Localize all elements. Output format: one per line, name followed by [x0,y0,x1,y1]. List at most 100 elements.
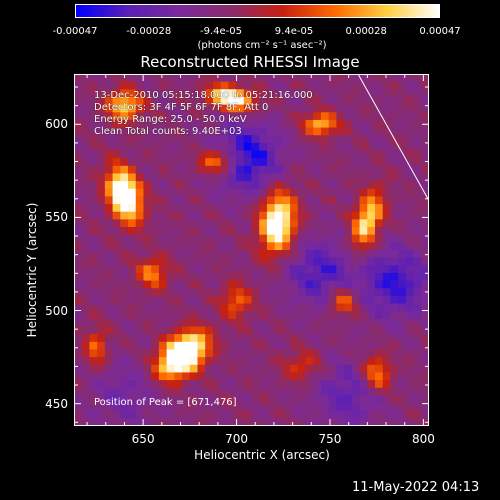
heatmap-cell [421,318,429,328]
heatmap-cell [266,288,276,297]
heatmap-cell [328,418,337,426]
heatmap-cell [382,349,392,358]
heatmap-cell [189,250,199,259]
heatmap-cell [220,81,229,90]
heatmap-cell [205,119,214,129]
heatmap-cell [266,364,276,374]
heatmap-cell [251,104,260,113]
heatmap-cell [151,227,160,236]
heatmap-cell [282,219,291,228]
heatmap-cell [197,142,206,152]
heatmap-cell [390,318,399,328]
heatmap-cell [104,326,114,335]
heatmap-cell [81,204,91,213]
heatmap-cell [313,211,322,220]
heatmap-cell [112,219,121,228]
heatmap-cell [205,74,214,83]
heatmap-cell [228,219,237,228]
heatmap-cell [135,142,145,152]
heatmap-cell [259,204,268,213]
heatmap-cell [128,387,137,396]
heatmap-cell [297,234,307,243]
heatmap-cell [367,127,376,136]
heatmap-cell [251,211,260,220]
heatmap-cell [97,380,106,389]
heatmap-cell [97,318,106,328]
heatmap-cell [274,326,283,335]
heatmap-cell [320,250,330,259]
heatmap-cell [104,364,114,374]
heatmap-cell [166,188,175,198]
heatmap-cell [74,318,83,328]
heatmap-cell [251,318,260,328]
heatmap-cell [243,211,253,220]
heatmap-cell [151,318,160,328]
heatmap-cell [143,74,152,83]
heatmap-cell [166,165,175,175]
heatmap-cell [305,242,314,251]
heatmap-cell [97,295,106,305]
heatmap-cell [313,387,322,396]
heatmap-cell [104,250,114,259]
heatmap-cell [398,219,407,228]
heatmap-cell [367,250,376,259]
heatmap-cell [197,219,206,228]
heatmap-cell [220,288,229,297]
heatmap-cell [305,234,314,243]
heatmap-cell [89,219,98,228]
heatmap-cell [212,349,222,358]
heatmap-cell [274,403,283,412]
heatmap-cell [89,387,98,396]
heatmap-cell [305,380,314,389]
heatmap-cell [344,265,353,274]
heatmap-cell [182,89,191,98]
heatmap-cell [266,257,276,266]
heatmap-cell [413,265,422,274]
heatmap-cell [413,119,422,129]
heatmap-cell [89,196,98,205]
heatmap-cell [135,257,145,266]
heatmap-cell [305,204,314,213]
heatmap-cell [205,204,214,213]
heatmap-cell [212,357,222,366]
heatmap-cell [398,410,407,419]
heatmap-cell [320,410,330,419]
heatmap-cell [182,357,191,366]
heatmap-cell [359,418,368,426]
heatmap-cell [305,288,314,297]
heatmap-cell [128,242,137,251]
heatmap-cell [259,158,268,167]
heatmap-cell [290,295,299,305]
heatmap-cell [104,280,114,289]
heatmap-cell [390,288,399,297]
heatmap-cell [259,257,268,266]
heatmap-cell [120,272,129,282]
heatmap-cell [143,334,152,343]
heatmap-cell [143,150,152,159]
heatmap-cell [367,280,376,289]
heatmap-cell [390,142,399,152]
heatmap-cell [359,219,368,228]
heatmap-cell [166,326,175,335]
heatmap-cell [189,150,199,159]
heatmap-cell [189,81,199,90]
heatmap-cell [197,380,206,389]
heatmap-cell [197,181,206,190]
heatmap-cell [182,112,191,121]
heatmap-cell [405,311,415,320]
heatmap-cell [89,334,98,343]
heatmap-cell [189,204,199,213]
heatmap-cell [182,150,191,159]
heatmap-cell [205,158,214,167]
heatmap-cell [81,127,91,136]
heatmap-cell [151,357,160,366]
heatmap-cell [382,219,392,228]
heatmap-cell [112,387,121,396]
heatmap-cell [74,219,83,228]
heatmap-cell [97,234,106,243]
heatmap-cell [336,158,345,167]
heatmap-cell [336,74,345,83]
heatmap-cell [81,181,91,190]
heatmap-cell [205,127,214,136]
heatmap-cell [290,81,299,90]
